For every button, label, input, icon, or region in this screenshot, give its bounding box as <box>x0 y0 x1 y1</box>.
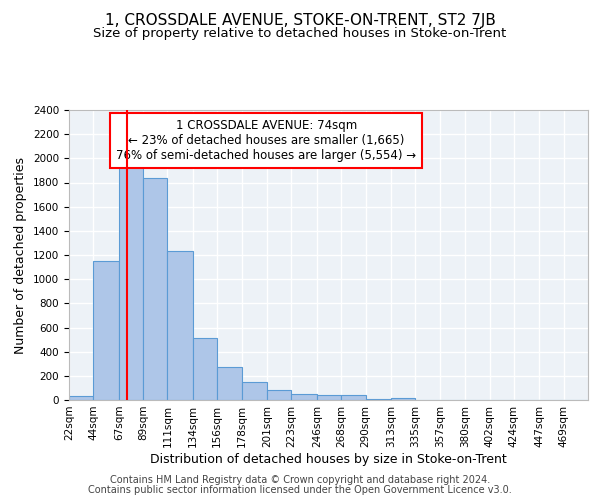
Bar <box>391 398 415 400</box>
Bar <box>341 395 365 400</box>
Bar <box>167 252 193 400</box>
Bar <box>143 178 167 400</box>
Bar <box>242 382 267 400</box>
Bar <box>292 394 317 400</box>
X-axis label: Distribution of detached houses by size in Stoke-on-Trent: Distribution of detached houses by size … <box>150 452 507 466</box>
Bar <box>267 390 292 400</box>
Y-axis label: Number of detached properties: Number of detached properties <box>14 156 28 354</box>
Text: Contains HM Land Registry data © Crown copyright and database right 2024.: Contains HM Land Registry data © Crown c… <box>110 475 490 485</box>
Bar <box>365 399 391 400</box>
Bar <box>94 261 119 400</box>
Text: 1 CROSSDALE AVENUE: 74sqm
← 23% of detached houses are smaller (1,665)
76% of se: 1 CROSSDALE AVENUE: 74sqm ← 23% of detac… <box>116 118 416 162</box>
Text: Size of property relative to detached houses in Stoke-on-Trent: Size of property relative to detached ho… <box>94 28 506 40</box>
Bar <box>317 395 341 400</box>
Text: Contains public sector information licensed under the Open Government Licence v3: Contains public sector information licen… <box>88 485 512 495</box>
Bar <box>69 396 94 400</box>
Bar <box>119 164 143 400</box>
Bar <box>217 368 242 400</box>
Text: 1, CROSSDALE AVENUE, STOKE-ON-TRENT, ST2 7JB: 1, CROSSDALE AVENUE, STOKE-ON-TRENT, ST2… <box>104 12 496 28</box>
Bar <box>193 338 217 400</box>
